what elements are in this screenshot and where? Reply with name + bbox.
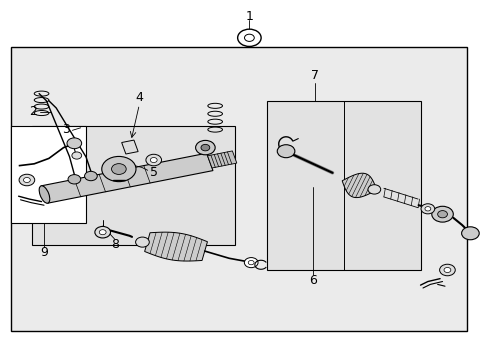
Circle shape: [420, 204, 434, 214]
Bar: [11, 47, 466, 331]
Circle shape: [95, 226, 110, 238]
Circle shape: [102, 157, 136, 182]
Circle shape: [201, 144, 209, 151]
Bar: [11, 126, 85, 223]
Circle shape: [443, 267, 450, 273]
Circle shape: [437, 211, 447, 218]
Circle shape: [84, 171, 97, 181]
Circle shape: [68, 175, 81, 184]
Circle shape: [277, 145, 294, 158]
Text: 1: 1: [245, 10, 253, 23]
Circle shape: [461, 227, 478, 240]
Polygon shape: [207, 151, 236, 168]
Text: 4: 4: [135, 91, 143, 104]
Circle shape: [135, 237, 149, 247]
Text: 9: 9: [40, 246, 48, 258]
Text: 8: 8: [111, 238, 119, 251]
Circle shape: [67, 138, 81, 149]
Circle shape: [72, 152, 81, 159]
Circle shape: [111, 164, 126, 175]
Polygon shape: [342, 173, 376, 198]
Circle shape: [244, 257, 258, 267]
Circle shape: [424, 207, 430, 211]
Circle shape: [150, 158, 157, 163]
Circle shape: [431, 206, 452, 222]
Ellipse shape: [39, 186, 50, 203]
Bar: [32, 126, 234, 245]
Circle shape: [19, 174, 35, 186]
Polygon shape: [144, 232, 207, 261]
Circle shape: [145, 154, 161, 166]
Polygon shape: [41, 153, 213, 203]
Circle shape: [23, 177, 30, 183]
Circle shape: [248, 260, 254, 265]
Circle shape: [439, 264, 454, 276]
Text: 3: 3: [62, 123, 70, 136]
Circle shape: [244, 34, 254, 41]
Text: 5: 5: [150, 166, 158, 179]
Text: 2: 2: [29, 105, 37, 118]
Polygon shape: [122, 140, 138, 154]
Text: 7: 7: [311, 69, 319, 82]
Circle shape: [367, 185, 380, 194]
Circle shape: [237, 29, 261, 46]
Text: 6: 6: [308, 274, 316, 287]
Circle shape: [99, 230, 106, 235]
Circle shape: [195, 140, 215, 155]
Bar: [266, 101, 420, 270]
